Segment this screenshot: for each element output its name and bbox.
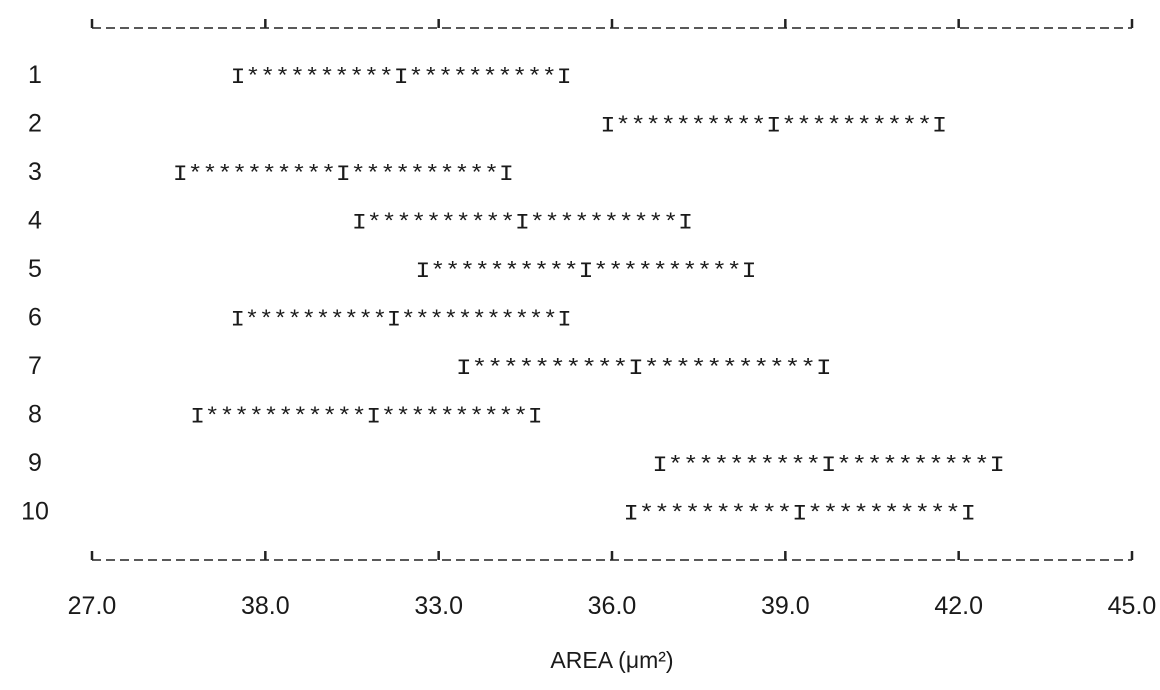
x-tick-label: 42.0 xyxy=(934,592,983,620)
x-tick-label: 45.0 xyxy=(1108,592,1157,620)
x-tick-label: 38.0 xyxy=(241,592,290,620)
interval-mark: I**********I**********I xyxy=(416,259,757,284)
interval-mark: I**********I**********I xyxy=(173,162,514,187)
x-tick-label: 36.0 xyxy=(588,592,637,620)
interval-mark: I***********I**********I xyxy=(190,405,542,430)
row-label: 9 xyxy=(28,449,42,477)
x-tick-label: 33.0 xyxy=(414,592,463,620)
x-tick-label: 39.0 xyxy=(761,592,810,620)
row-label: 10 xyxy=(21,498,49,526)
interval-mark: I**********I***********I xyxy=(456,356,832,381)
interval-mark: I**********I**********I xyxy=(624,502,976,527)
row-label: 8 xyxy=(28,401,42,429)
x-tick-label: 27.0 xyxy=(68,592,117,620)
interval-mark: I**********I**********I xyxy=(231,65,572,90)
interval-mark: I**********I***********I xyxy=(231,308,572,333)
interval-rows: I**********I**********I I**********I*****… xyxy=(173,65,1005,527)
row-label: 3 xyxy=(28,158,42,186)
row-label: 2 xyxy=(28,110,42,138)
x-axis-title: AREA (μm²) xyxy=(550,647,673,673)
row-labels: 1 2 3 4 5 6 7 8 9 10 xyxy=(21,61,49,526)
interval-mark: I**********I**********I xyxy=(652,453,1004,478)
row-label: 4 xyxy=(28,207,42,235)
row-label: 6 xyxy=(28,304,42,332)
top-axis xyxy=(90,19,1134,29)
bottom-axis xyxy=(90,551,1134,561)
x-tick-labels: 27.0 38.0 33.0 36.0 39.0 42.0 45.0 xyxy=(68,592,1157,620)
interval-mark: I**********I**********I xyxy=(600,114,947,139)
row-label: 5 xyxy=(28,255,42,283)
row-label: 1 xyxy=(28,61,42,89)
row-label: 7 xyxy=(28,352,42,380)
interval-mark: I**********I**********I xyxy=(352,211,693,236)
